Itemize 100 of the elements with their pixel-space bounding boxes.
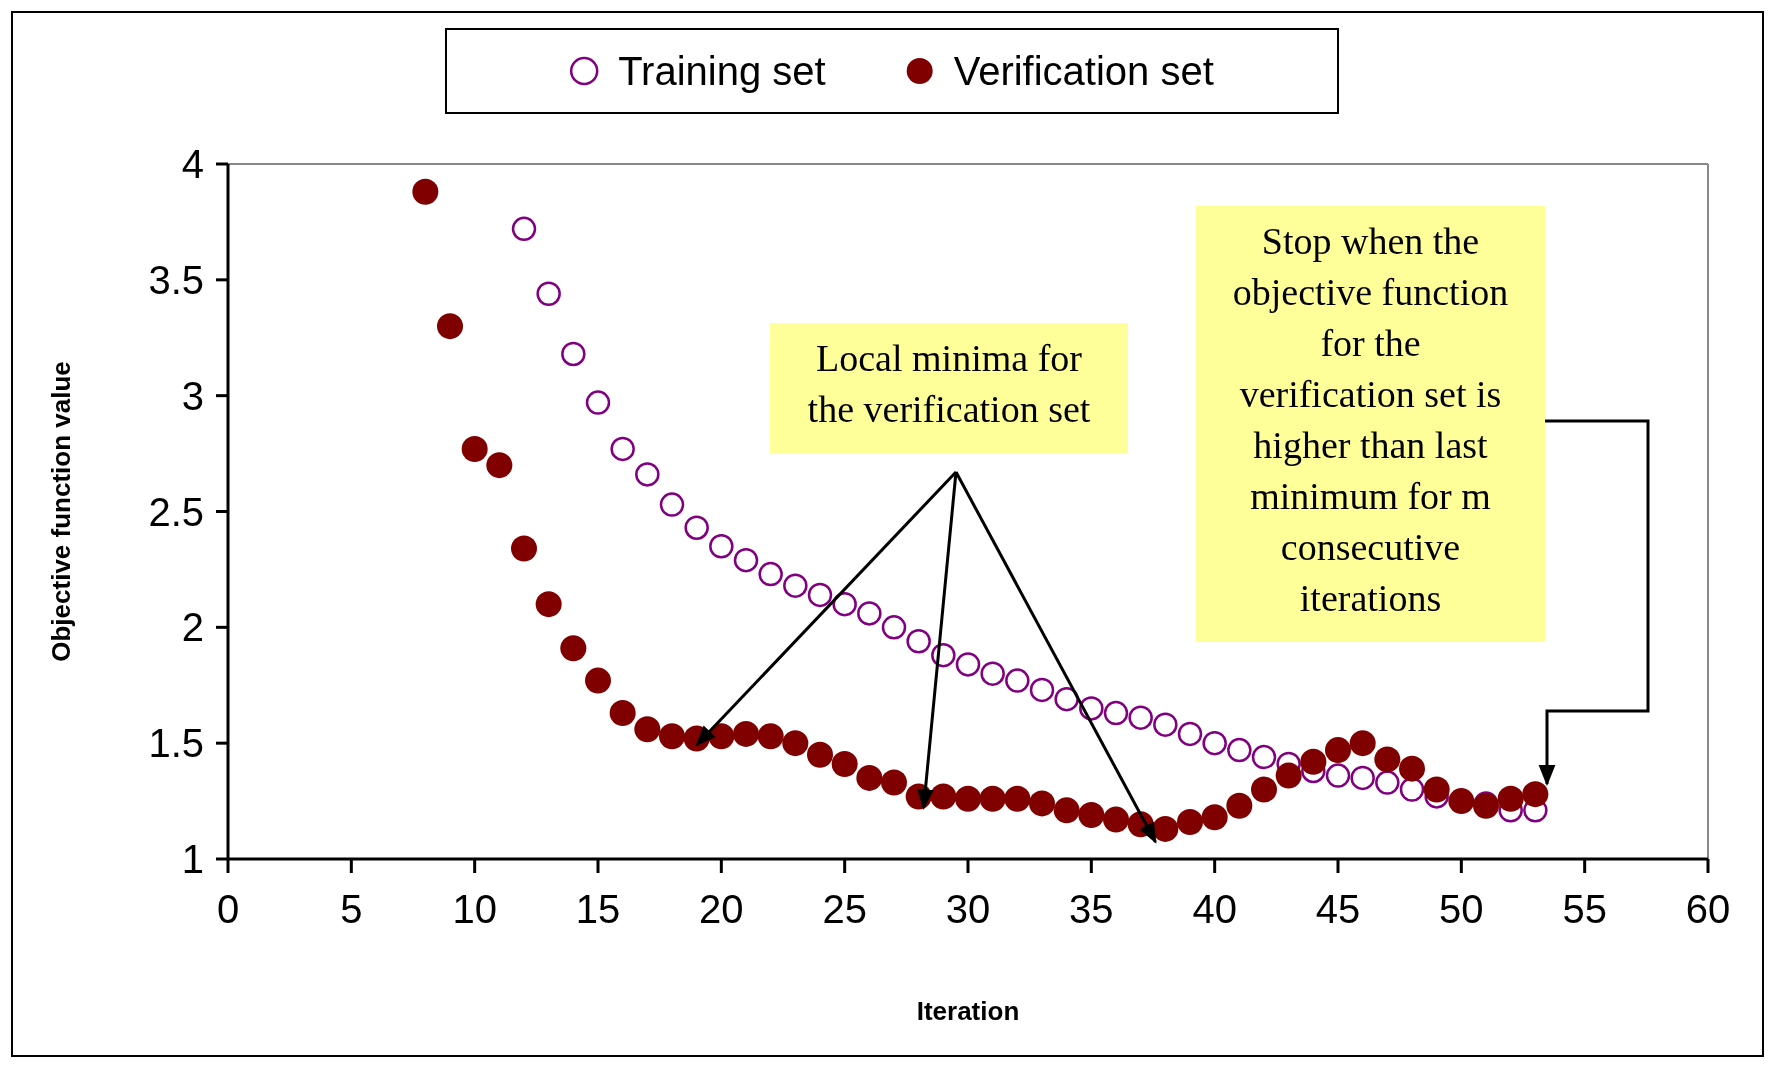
point [659, 723, 685, 750]
point [535, 591, 562, 618]
legend-label: Verification set [953, 49, 1214, 93]
point [757, 723, 784, 750]
point [585, 667, 611, 694]
point [1251, 744, 1277, 770]
point [1399, 755, 1425, 782]
annotation: Stop when the objective function for the verification set is higher than last minimum for m consecutive iterations [1232, 220, 1509, 619]
point [1522, 781, 1549, 808]
point [684, 515, 709, 540]
x-tick-label: 0 [216, 887, 240, 931]
x-axis-title: Iteration [916, 996, 1020, 1026]
point [585, 390, 611, 415]
point [1325, 737, 1351, 764]
point [511, 216, 537, 242]
point [1423, 776, 1450, 803]
point [881, 769, 907, 796]
x-tick-label: 5 [340, 887, 363, 931]
point [1227, 737, 1252, 763]
point [733, 547, 759, 573]
point [1201, 804, 1228, 831]
y-tick-label: 4 [181, 142, 204, 186]
point [733, 720, 759, 747]
point [758, 561, 783, 587]
y-tick-label: 1 [181, 837, 204, 881]
point [1103, 806, 1129, 833]
point [1251, 776, 1277, 803]
point [1226, 792, 1253, 819]
point [709, 534, 734, 559]
point [486, 452, 513, 479]
point [1202, 730, 1227, 756]
point [1497, 785, 1524, 812]
y-tick-label: 2 [181, 605, 204, 650]
point [634, 716, 661, 743]
point [906, 628, 931, 654]
x-tick-label: 35 [1069, 887, 1114, 931]
x-tick-label: 15 [575, 887, 621, 931]
point [1177, 721, 1203, 747]
point [1029, 677, 1055, 703]
point [1128, 705, 1153, 730]
point [1325, 763, 1351, 788]
point [831, 751, 858, 778]
point [1054, 686, 1079, 712]
y-tick-label: 1.5 [148, 721, 204, 766]
y-tick-label: 2.5 [148, 489, 204, 534]
annotation: Local minima for the verification set [807, 337, 1091, 430]
point [1275, 762, 1302, 789]
point [807, 582, 833, 608]
point [437, 313, 463, 340]
point [659, 492, 685, 517]
point [1004, 785, 1031, 812]
point [979, 785, 1006, 812]
point [1399, 777, 1425, 802]
point [1349, 730, 1376, 757]
point [807, 741, 833, 768]
point [1375, 770, 1400, 795]
point [1374, 746, 1401, 773]
point [1152, 815, 1179, 842]
x-tick-label: 20 [699, 887, 744, 931]
point [511, 535, 537, 562]
point [955, 785, 981, 812]
point [635, 462, 660, 487]
x-tick-label: 30 [945, 887, 991, 931]
point [856, 764, 883, 791]
point [832, 591, 857, 617]
point [1005, 668, 1030, 693]
point [1177, 808, 1203, 835]
point [1078, 801, 1105, 828]
y-tick-label: 3 [181, 373, 204, 418]
point [461, 435, 488, 462]
point [610, 436, 635, 462]
legend-label: Training set [618, 49, 826, 93]
y-tick-label: 3.5 [148, 257, 204, 302]
point [1300, 748, 1327, 775]
point [930, 783, 957, 810]
point [609, 700, 636, 727]
point [536, 281, 561, 306]
x-tick-label: 55 [1562, 887, 1607, 931]
x-tick-label: 45 [1315, 887, 1361, 931]
point [1103, 700, 1129, 726]
point [783, 573, 808, 598]
point [782, 730, 809, 757]
point [955, 652, 981, 677]
x-tick-label: 60 [1685, 887, 1731, 931]
x-tick-label: 50 [1439, 887, 1484, 931]
point [1053, 797, 1080, 824]
x-tick-label: 25 [822, 887, 867, 931]
x-tick-label: 40 [1192, 887, 1237, 931]
x-tick-label: 10 [452, 887, 497, 931]
point [561, 341, 586, 367]
point [980, 661, 1005, 686]
point [412, 178, 439, 205]
point [857, 601, 882, 626]
y-axis-title: Objective function value [46, 361, 76, 662]
point [560, 635, 587, 662]
point [1350, 765, 1375, 791]
point [881, 615, 907, 640]
point [1448, 788, 1475, 815]
point [1029, 790, 1055, 817]
point [1153, 712, 1178, 737]
